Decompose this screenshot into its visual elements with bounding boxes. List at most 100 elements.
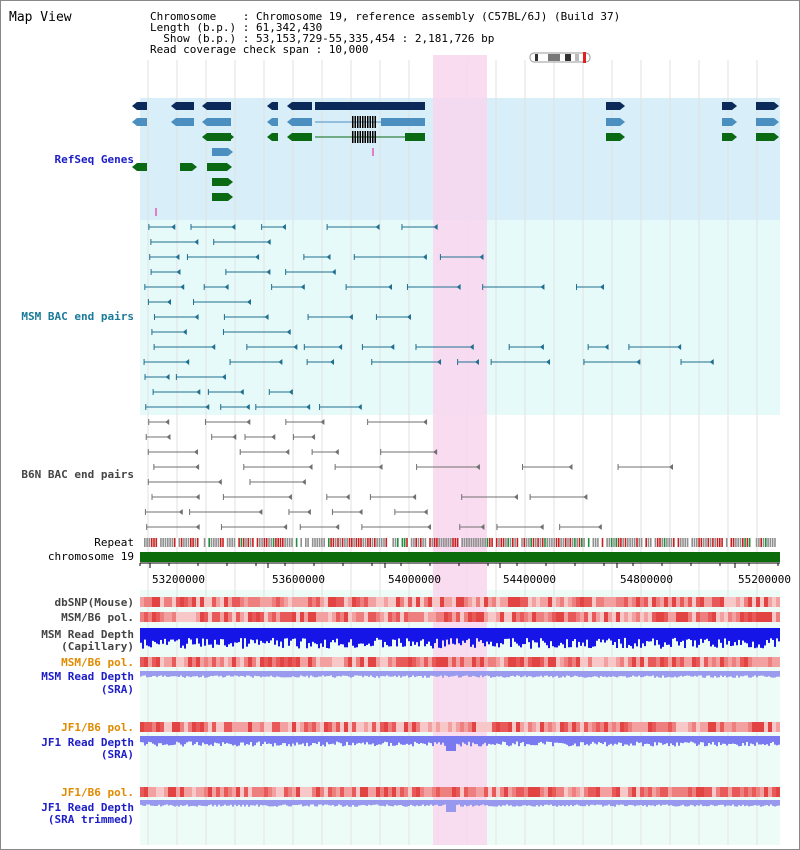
heat-cell <box>612 597 616 607</box>
depth-bar <box>502 671 504 678</box>
repeat-mark <box>203 538 206 547</box>
heat-cell <box>744 612 748 622</box>
heat-cell <box>648 787 652 797</box>
depth-bar <box>468 800 470 806</box>
depth-bar <box>582 671 584 678</box>
track-label-chromosome[interactable]: chromosome 19 <box>47 550 134 563</box>
track-label-jf1-depth[interactable]: JF1 Read Depth <box>41 736 134 749</box>
heat-cell <box>544 722 548 732</box>
depth-bar <box>458 800 460 805</box>
depth-bar <box>542 671 544 678</box>
depth-bar <box>568 800 570 807</box>
depth-bar <box>598 671 600 678</box>
track-label-repeat[interactable]: Repeat <box>94 536 134 549</box>
track-label-msm-b6-pol[interactable]: MSM/B6 pol. <box>61 611 134 624</box>
heat-cell <box>180 657 184 667</box>
depth-bar <box>776 736 778 746</box>
repeat-mark <box>716 538 719 547</box>
heat-cell <box>168 597 172 607</box>
depth-bar <box>390 800 392 807</box>
heat-cell <box>592 612 596 622</box>
heat-cell <box>448 787 452 797</box>
track-label-refseq[interactable]: RefSeq Genes <box>54 153 134 166</box>
depth-bar <box>590 628 592 649</box>
depth-bar <box>210 671 212 676</box>
heat-cell <box>708 657 712 667</box>
heat-cell <box>148 787 152 797</box>
heat-cell <box>400 657 404 667</box>
depth-bar <box>410 800 412 805</box>
repeat-mark <box>325 538 328 547</box>
repeat-mark <box>424 538 427 547</box>
depth-bar <box>596 800 598 805</box>
depth-bar <box>504 800 506 806</box>
depth-bar <box>426 628 428 644</box>
heat-cell <box>412 722 416 732</box>
heat-cell <box>744 722 748 732</box>
gene-exon <box>272 118 278 126</box>
heat-cell <box>560 787 564 797</box>
heat-cell <box>548 657 552 667</box>
track-label-dbsnp[interactable]: dbSNP(Mouse) <box>54 596 134 609</box>
track-label-jf1-pol-2[interactable]: JF1/B6 pol. <box>61 786 134 799</box>
depth-bar <box>750 800 752 806</box>
depth-bar <box>252 671 254 678</box>
depth-bar <box>756 736 758 743</box>
repeat-mark <box>530 538 532 547</box>
depth-bar <box>520 628 522 648</box>
depth-bar <box>476 736 478 745</box>
bac-end-arrow <box>165 374 170 380</box>
repeat-mark <box>663 538 666 547</box>
depth-bar <box>704 800 706 806</box>
depth-bar <box>634 628 636 644</box>
gene-exon-tick <box>354 116 356 128</box>
depth-bar <box>390 671 392 677</box>
track-label-b6n-bac[interactable]: B6N BAC end pairs <box>21 468 134 481</box>
depth-bar <box>336 800 338 806</box>
track-label-msm-bac[interactable]: MSM BAC end pairs <box>21 310 134 323</box>
repeat-mark <box>374 538 376 547</box>
heat-cell <box>712 722 716 732</box>
depth-bar <box>480 736 482 747</box>
track-label-msm-b6-pol-2[interactable]: MSM/B6 pol. <box>61 656 134 669</box>
heat-cell <box>700 722 704 732</box>
track-label-msm-depth-capillary[interactable]: MSM Read Depth <box>41 628 134 641</box>
repeat-mark <box>767 538 769 547</box>
heat-cell <box>664 657 668 667</box>
depth-bar <box>248 800 250 807</box>
depth-bar <box>486 671 488 676</box>
depth-bar <box>444 628 446 647</box>
repeat-mark <box>164 538 167 547</box>
depth-bar <box>436 800 438 805</box>
bac-end-arrow <box>358 509 363 515</box>
repeat-mark <box>341 538 344 547</box>
depth-bar <box>604 800 606 806</box>
repeat-mark <box>693 538 696 547</box>
depth-bar <box>156 671 158 678</box>
depth-bar <box>646 736 648 744</box>
depth-bar <box>290 628 292 641</box>
depth-bar <box>228 671 230 676</box>
depth-bar <box>194 736 196 744</box>
bac-end-arrow <box>193 449 198 455</box>
track-label-msm-depth-sra[interactable]: MSM Read Depth <box>41 670 134 683</box>
heat-cell <box>472 612 476 622</box>
depth-bar <box>510 736 512 746</box>
repeat-mark <box>265 538 268 547</box>
repeat-mark <box>638 538 641 547</box>
depth-bar <box>640 671 642 678</box>
track-label-jf1-pol[interactable]: JF1/B6 pol. <box>61 721 134 734</box>
heat-cell <box>712 597 716 607</box>
ideogram-band <box>548 54 560 61</box>
heat-cell <box>300 657 304 667</box>
heat-cell <box>372 612 376 622</box>
track-label-jf1-depth-trimmed[interactable]: JF1 Read Depth <box>41 801 134 814</box>
depth-bar <box>390 628 392 647</box>
heat-cell <box>716 657 720 667</box>
depth-bar <box>150 671 152 677</box>
depth-bar <box>364 671 366 676</box>
heat-cell <box>644 787 648 797</box>
depth-bar <box>572 628 574 642</box>
axis-tick: 54800000 <box>620 573 673 586</box>
heat-cell <box>408 787 412 797</box>
